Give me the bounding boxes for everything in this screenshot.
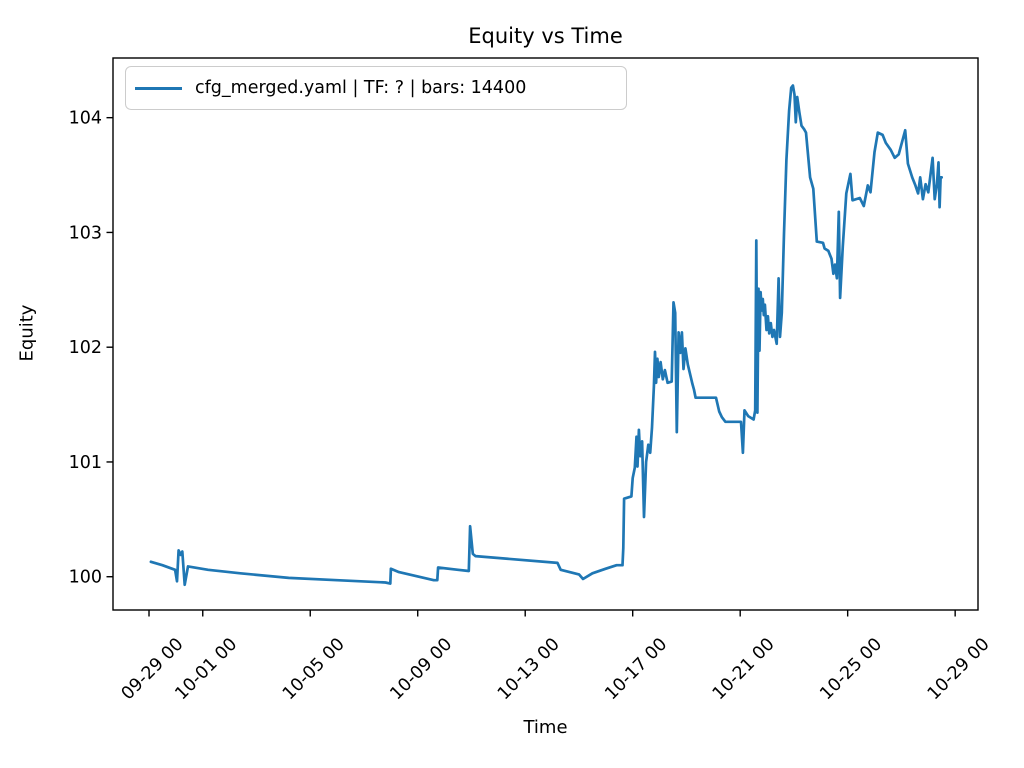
x-tick-label: 10-09 00 <box>386 634 456 704</box>
axes-spines <box>112 57 979 611</box>
legend: cfg_merged.yaml | TF: ? | bars: 14400 <box>125 66 627 110</box>
x-tick-label: 10-17 00 <box>601 634 671 704</box>
y-tick-label: 101 <box>69 453 102 473</box>
y-tick-label: 100 <box>69 568 102 588</box>
equity-line <box>149 84 944 587</box>
x-tick-label: 10-13 00 <box>494 634 564 704</box>
x-tick-label: 10-05 00 <box>279 634 349 704</box>
chart-title: Equity vs Time <box>468 24 623 48</box>
x-axis-label: Time <box>523 717 568 738</box>
y-tick-label: 102 <box>69 338 102 358</box>
y-tick-label: 104 <box>69 109 102 129</box>
x-tick-label: 10-21 00 <box>709 634 779 704</box>
y-tick-label: 103 <box>69 223 102 243</box>
legend-line-sample <box>135 86 182 90</box>
x-tick-label: 10-25 00 <box>816 634 886 704</box>
x-tick-label: 10-29 00 <box>924 634 994 704</box>
legend-label: cfg_merged.yaml | TF: ? | bars: 14400 <box>195 78 527 98</box>
